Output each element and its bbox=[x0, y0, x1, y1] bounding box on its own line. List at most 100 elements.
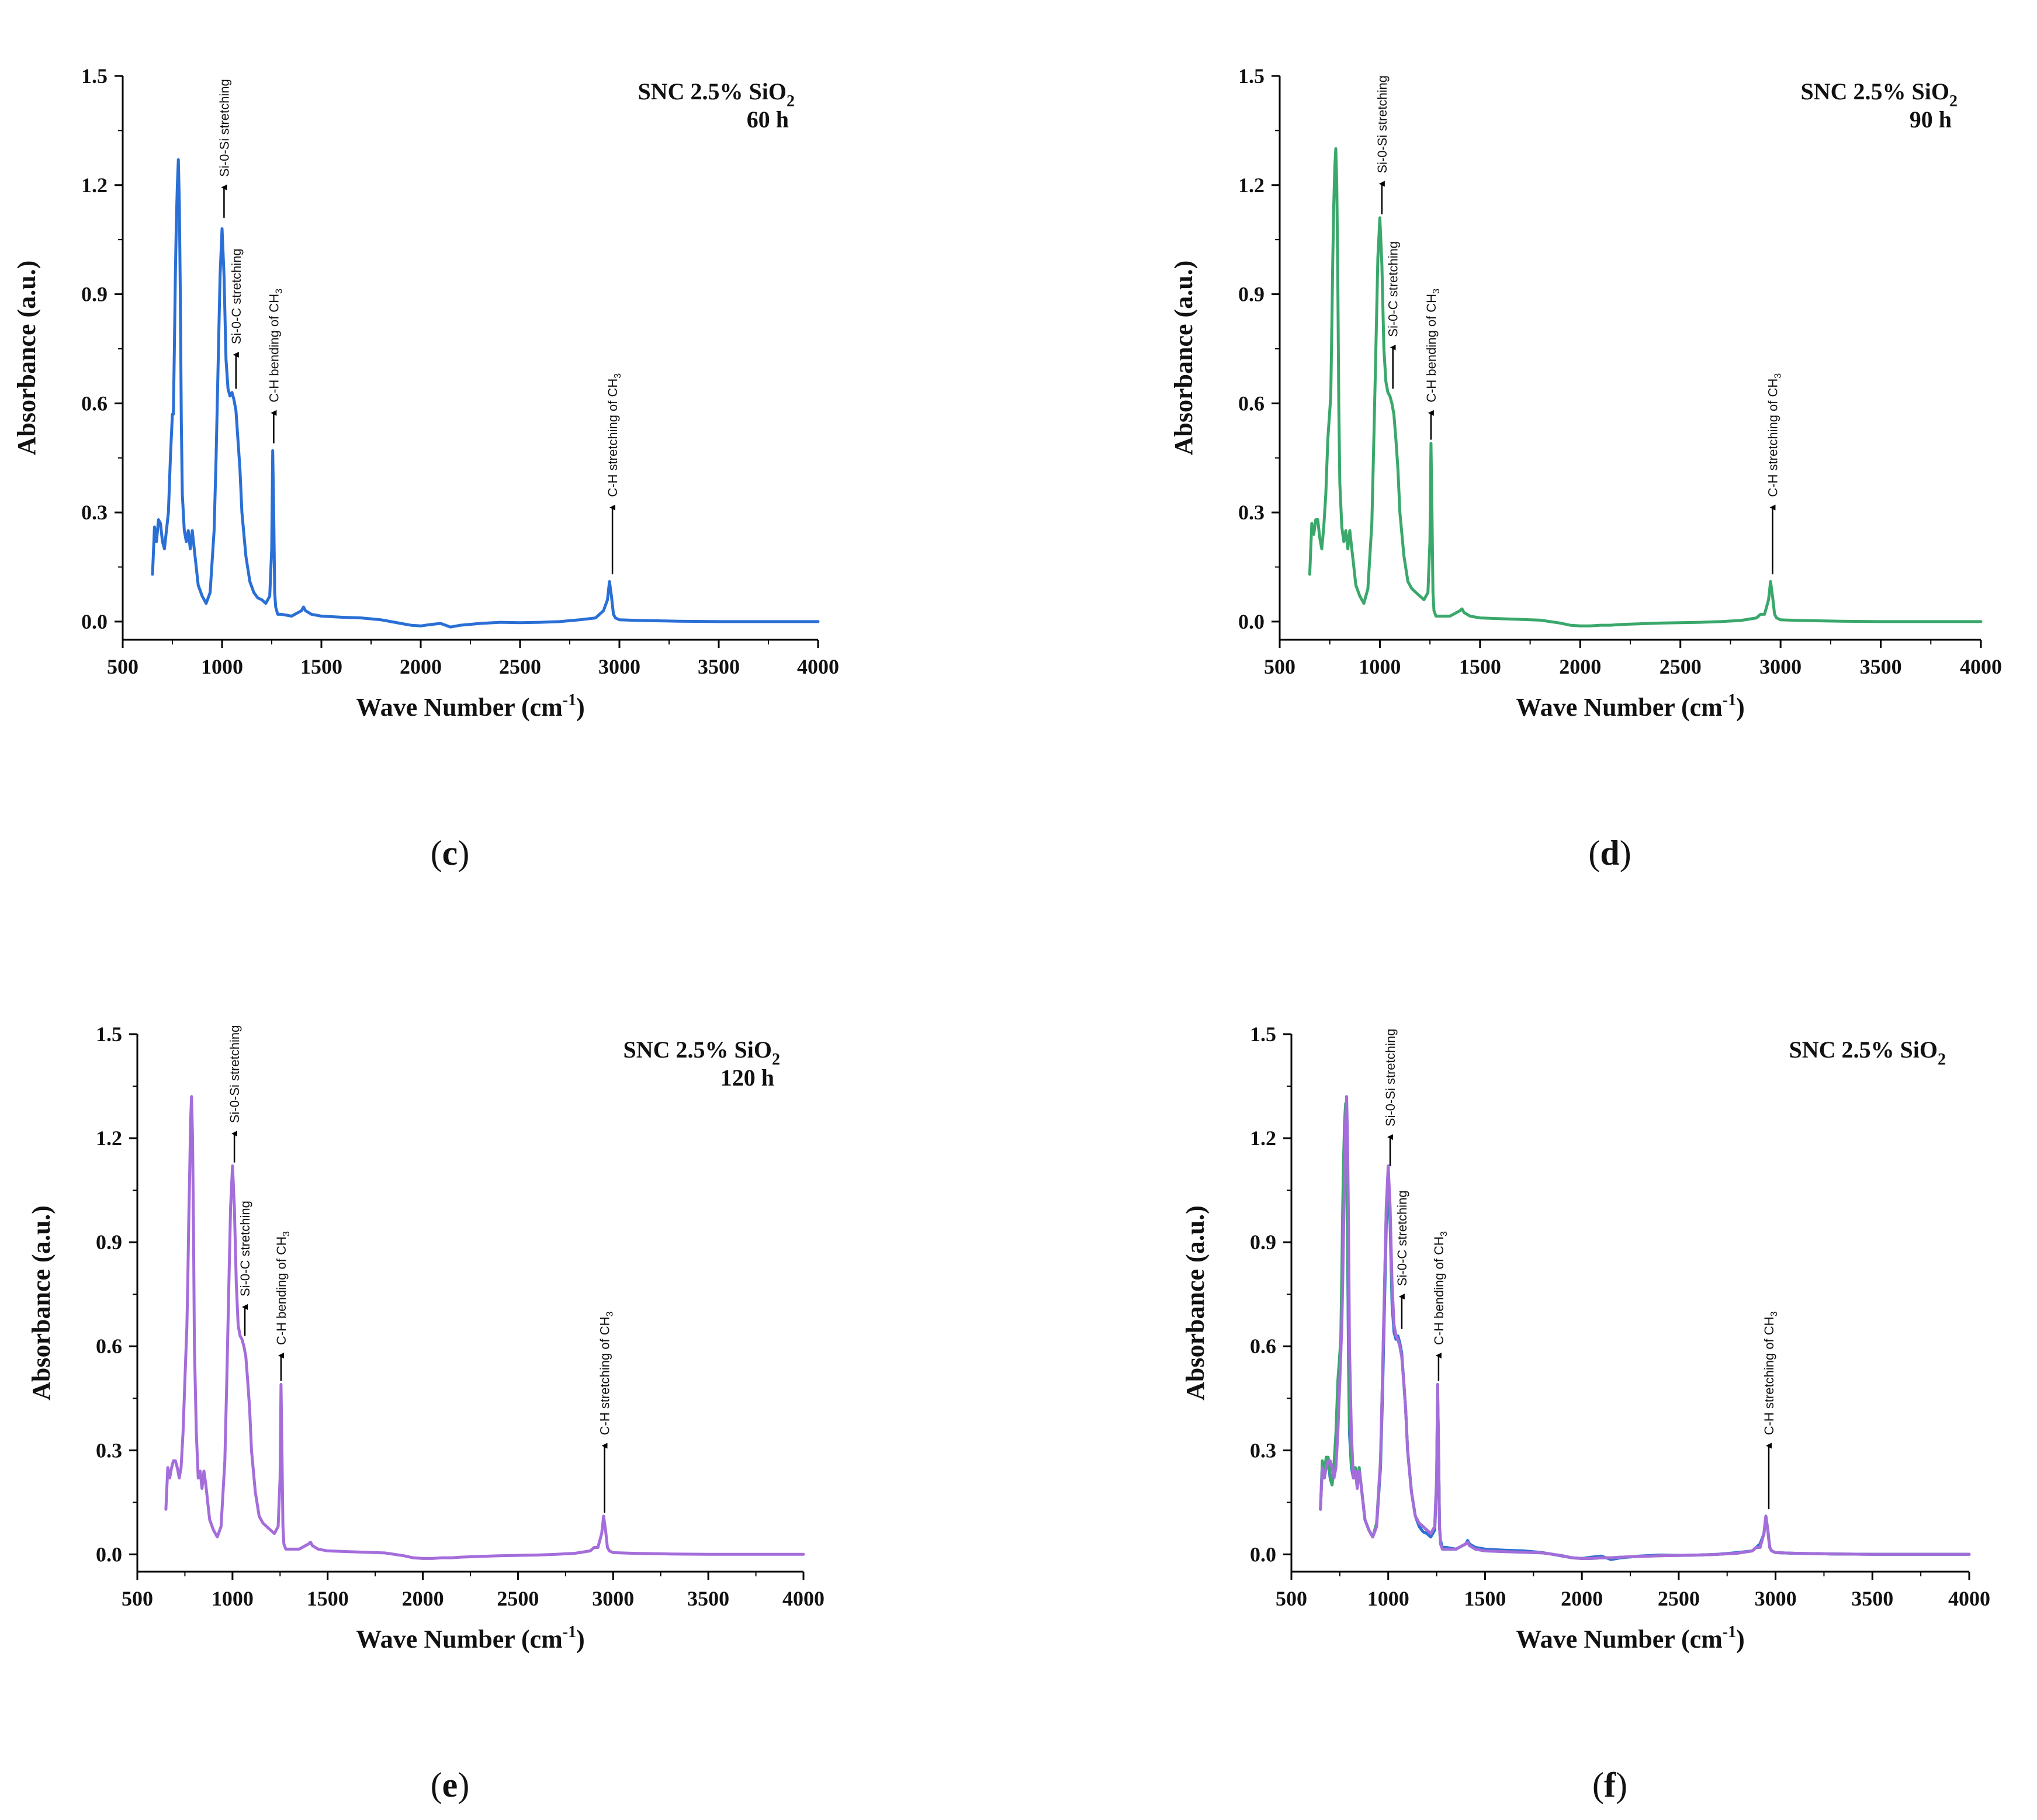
x-tick-label: 1500 bbox=[300, 655, 342, 678]
x-axis-title-end: ) bbox=[1736, 1625, 1745, 1653]
y-axis-title: Absorbance (a.u.) bbox=[1181, 1205, 1210, 1400]
x-tick-label: 2500 bbox=[497, 1587, 539, 1610]
annotation-label-sub: 3 bbox=[1773, 373, 1783, 379]
x-tick-label: 500 bbox=[107, 655, 138, 678]
chart-panel-c: 500 1000 1500 2000 2500 3000 3500 4000 0.0 0.3 0.6… bbox=[12, 64, 839, 872]
annotation-label: C-H bending of CH3 bbox=[1432, 1231, 1449, 1345]
legend-title-main: SNC 2.5% SiO bbox=[1789, 1036, 1938, 1063]
legend-time: 60 h bbox=[747, 106, 789, 133]
legend-title-sub: 2 bbox=[787, 92, 795, 110]
x-axis-title-end: ) bbox=[576, 1625, 585, 1653]
series-line-120-h bbox=[1319, 1095, 1971, 1560]
y-tick-label: 0.6 bbox=[1238, 391, 1265, 415]
x-tick-label: 4000 bbox=[1948, 1587, 1990, 1610]
legend-title: SNC 2.5% SiO2 bbox=[623, 1036, 781, 1069]
y-tick-label: 1.5 bbox=[1238, 64, 1265, 88]
x-axis-title: Wave Number (cm-1) bbox=[1516, 1623, 1745, 1653]
legend-title: SNC 2.5% SiO2 bbox=[638, 78, 795, 110]
x-tick-label: 4000 bbox=[797, 655, 839, 678]
x-axis-title-main: Wave Number (cm bbox=[356, 693, 563, 722]
annotation-label-text: Si-0-Si stretching bbox=[1375, 75, 1390, 174]
legend-title-sub: 2 bbox=[772, 1051, 780, 1069]
x-tick-label: 2000 bbox=[1561, 1587, 1603, 1610]
annotation-label: Si-0-Si stretching bbox=[1383, 1029, 1398, 1127]
x-tick-label: 500 bbox=[122, 1587, 153, 1610]
panels-container: 500 1000 1500 2000 2500 3000 3500 40000.00.30.6… bbox=[12, 64, 2002, 1804]
x-tick-label: 2000 bbox=[1559, 655, 1601, 678]
y-tick-label: 1.2 bbox=[1238, 174, 1265, 197]
annotation-label-main: C-H bending of CH bbox=[1424, 294, 1439, 403]
y-tick-label: 1.2 bbox=[81, 174, 108, 197]
annotation-label-main: C-H bending of CH bbox=[266, 294, 281, 403]
x-tick-label: 500 bbox=[1264, 655, 1295, 678]
x-tick-label: 1000 bbox=[1359, 655, 1401, 678]
chart-panel-d: 500 1000 1500 2000 2500 3000 3500 4000 0.0 0.3 0.6… bbox=[1169, 64, 2002, 872]
annotation-label: C-H stretching of CH3 bbox=[1762, 1311, 1779, 1435]
legend-title-sub: 2 bbox=[1949, 92, 1958, 110]
annotation-label-text: Si-0-C stretching bbox=[238, 1201, 252, 1296]
x-tick-label: 3500 bbox=[1860, 655, 1902, 678]
x-axis-title-sup: -1 bbox=[1723, 1623, 1736, 1641]
x-tick-label: 2000 bbox=[400, 655, 442, 678]
panel-label-letter: d bbox=[1600, 834, 1619, 872]
chart-panel-f: 500 1000 1500 2000 2500 3000 3500 4000 0.0 0.3 0.6… bbox=[1181, 1022, 1990, 1804]
x-tick-label: 1500 bbox=[307, 1587, 349, 1610]
y-axis-title: Absorbance (a.u.) bbox=[12, 261, 41, 456]
annotation-label-sub: 3 bbox=[1769, 1311, 1779, 1316]
legend-title: SNC 2.5% SiO2 bbox=[1789, 1036, 1946, 1069]
legend-title-main: SNC 2.5% SiO bbox=[638, 78, 787, 105]
legend-title-main: SNC 2.5% SiO bbox=[623, 1036, 772, 1063]
annotation-label-main: C-H stretching of CH bbox=[598, 1316, 612, 1435]
x-tick-label: 4000 bbox=[1960, 655, 2002, 678]
annotation-label: Si-0-C stretching bbox=[1386, 241, 1401, 337]
x-axis-title-end: ) bbox=[576, 693, 585, 722]
y-tick-label: 0.0 bbox=[96, 1542, 122, 1566]
annotation-label-main: C-H stretching of CH bbox=[1765, 379, 1780, 497]
x-axis-title-main: Wave Number (cm bbox=[356, 1625, 563, 1653]
x-axis-title-sup: -1 bbox=[1723, 691, 1736, 709]
x-tick-label: 3500 bbox=[687, 1587, 729, 1610]
annotation-label: C-H stretching of CH3 bbox=[605, 373, 623, 497]
annotation-label-sub: 3 bbox=[605, 1311, 615, 1316]
annotation-label-sub: 3 bbox=[613, 373, 623, 379]
x-tick-label: 3000 bbox=[1759, 655, 1802, 678]
x-tick-label: 2500 bbox=[1658, 1587, 1700, 1610]
y-tick-label: 0.3 bbox=[1238, 501, 1265, 524]
y-tick-label: 1.5 bbox=[81, 64, 108, 88]
y-tick-label: 1.5 bbox=[96, 1022, 122, 1046]
y-tick-label: 0.6 bbox=[96, 1334, 122, 1358]
x-tick-label: 1000 bbox=[201, 655, 243, 678]
annotation-label-text: Si-0-Si stretching bbox=[1383, 1029, 1398, 1127]
y-tick-label: 0.0 bbox=[1238, 610, 1265, 633]
annotation-label-sub: 3 bbox=[282, 1231, 292, 1236]
x-tick-label: 1500 bbox=[1464, 1587, 1506, 1610]
x-tick-label: 2500 bbox=[499, 655, 541, 678]
y-axis-title: Absorbance (a.u.) bbox=[1169, 261, 1198, 456]
annotation-label-main: C-H bending of CH bbox=[274, 1236, 289, 1345]
x-tick-label: 3000 bbox=[1755, 1587, 1797, 1610]
legend-title-sub: 2 bbox=[1938, 1051, 1946, 1069]
panel-label-letter: e bbox=[442, 1766, 458, 1804]
x-tick-label: 3000 bbox=[592, 1587, 634, 1610]
x-axis-title: Wave Number (cm-1) bbox=[356, 691, 585, 722]
y-tick-label: 1.2 bbox=[96, 1126, 122, 1150]
y-tick-label: 0.9 bbox=[96, 1230, 122, 1254]
annotation-label: C-H stretching of CH3 bbox=[598, 1311, 615, 1435]
y-tick-label: 0.6 bbox=[81, 391, 108, 415]
y-tick-label: 0.3 bbox=[96, 1438, 122, 1462]
annotation-label-text: Si-0-Si stretching bbox=[217, 79, 231, 177]
x-tick-label: 3000 bbox=[598, 655, 640, 678]
annotation-label-text: Si-0-C stretching bbox=[229, 248, 244, 344]
x-axis-title-end: ) bbox=[1736, 693, 1745, 722]
annotation-label-text: Si-0-C stretching bbox=[1395, 1190, 1409, 1286]
panel-label: (d) bbox=[1588, 834, 1631, 872]
y-tick-label: 0.9 bbox=[1238, 283, 1265, 306]
x-tick-label: 1000 bbox=[212, 1587, 254, 1610]
series-line-60-h bbox=[151, 158, 820, 629]
annotation-label-sub: 3 bbox=[274, 289, 284, 294]
y-tick-label: 1.2 bbox=[1250, 1126, 1276, 1150]
chart-panel-e: 500 1000 1500 2000 2500 3000 3500 4000 0.0 0.3 0.6… bbox=[27, 1022, 825, 1804]
y-tick-label: 0.9 bbox=[1250, 1230, 1276, 1254]
legend-time: 120 h bbox=[720, 1065, 774, 1091]
